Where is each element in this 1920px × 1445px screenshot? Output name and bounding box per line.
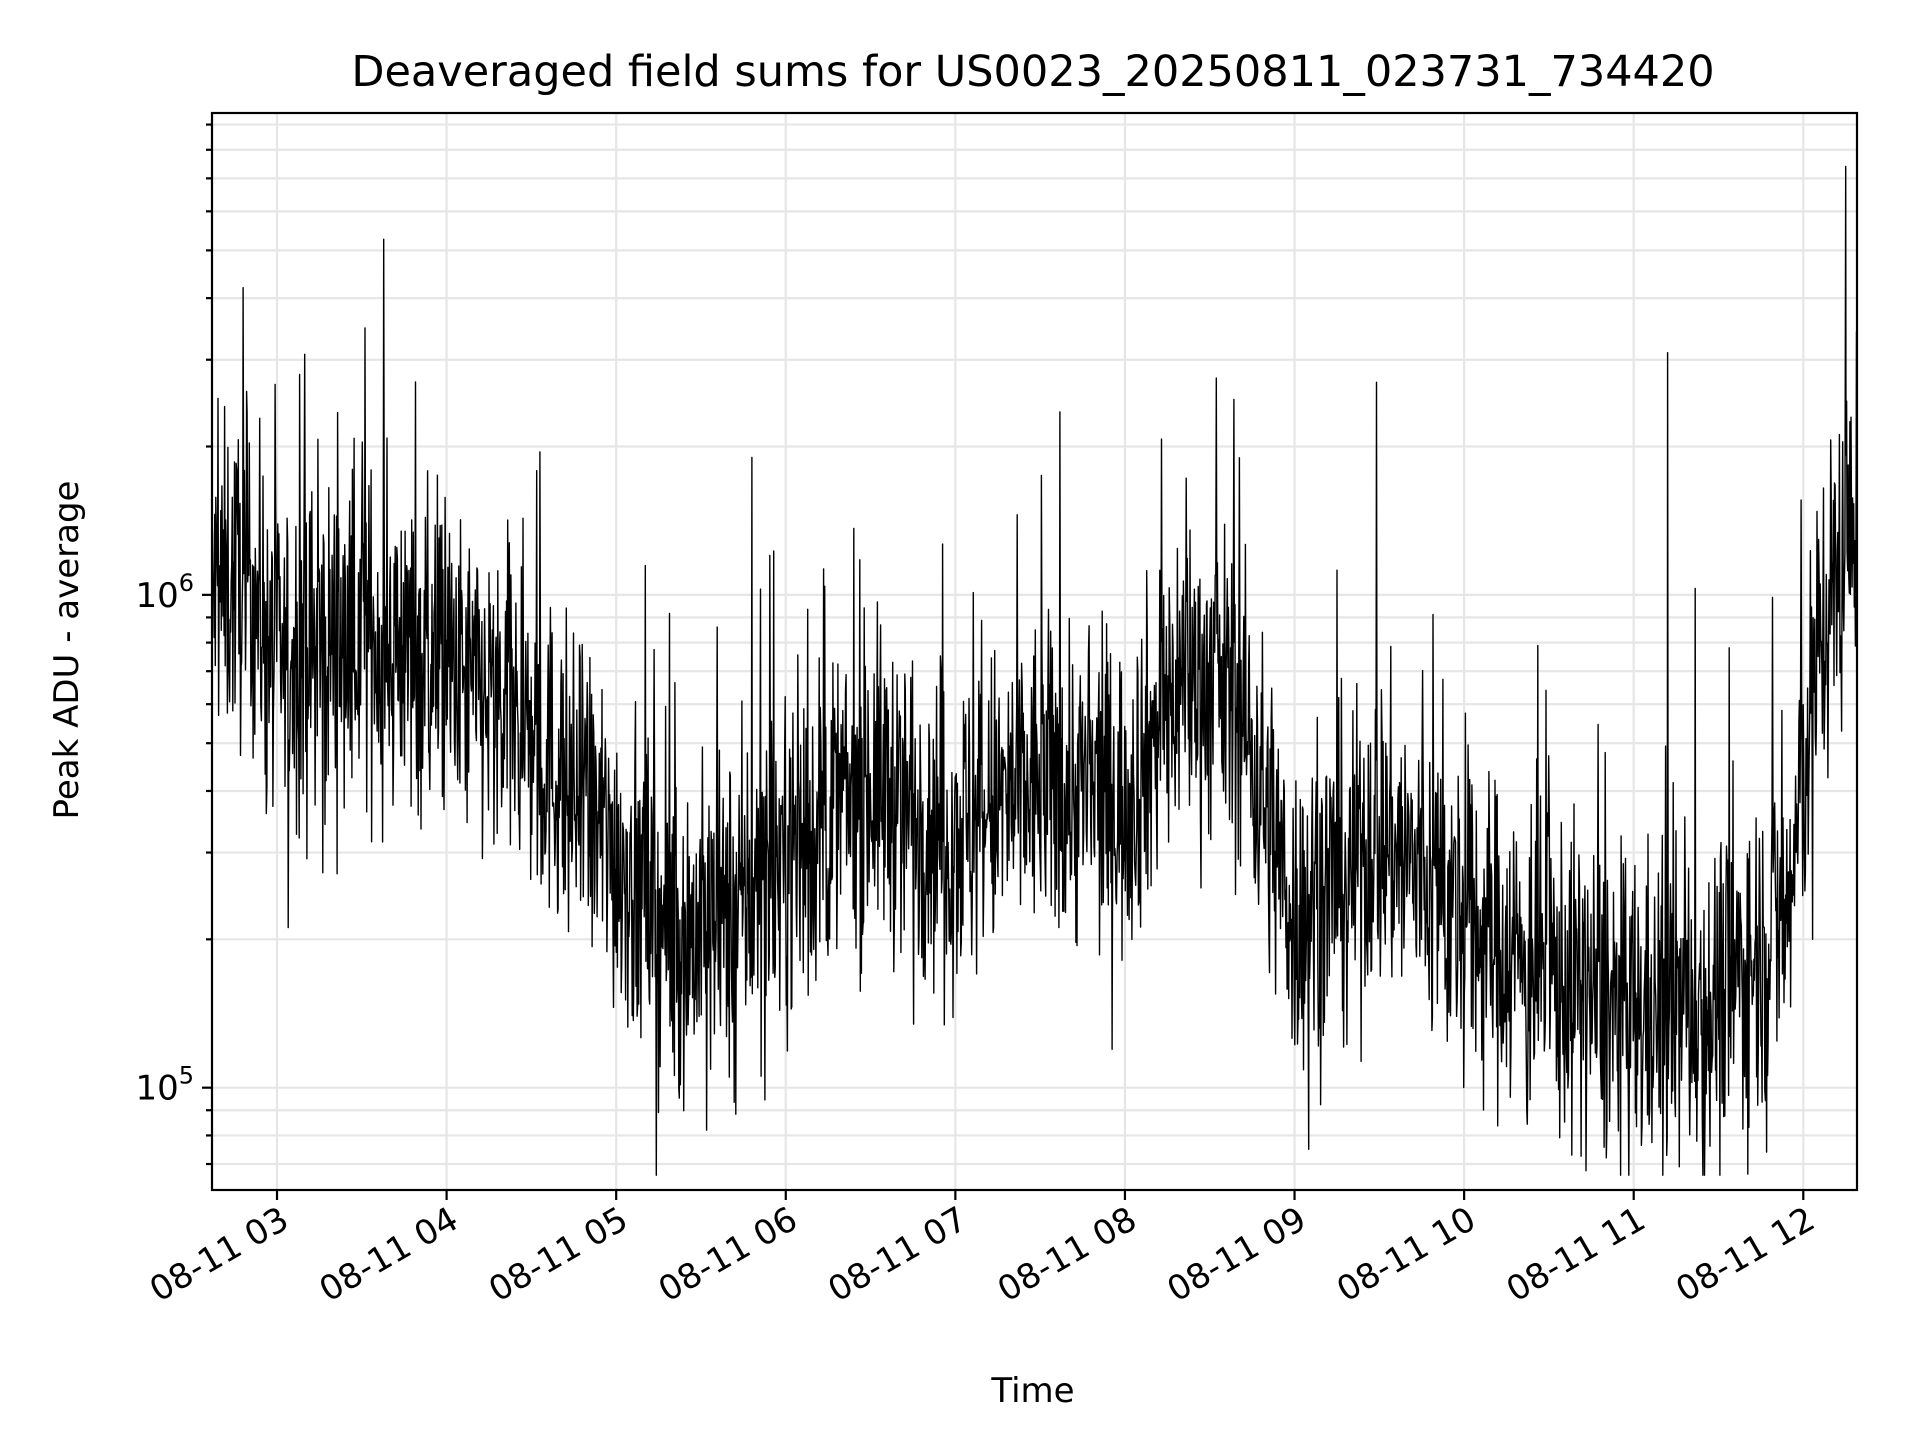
grid-layer <box>212 113 1857 1190</box>
x-tick-label: 08-11 09 <box>1161 1199 1313 1310</box>
y-tick-exponent: 6 <box>179 569 194 597</box>
series-layer <box>212 165 1857 1176</box>
y-tick-label: 106 <box>135 569 194 616</box>
x-tick-label: 08-11 11 <box>1500 1199 1652 1310</box>
x-tick-label: 08-11 10 <box>1330 1199 1482 1310</box>
chart-title: Deaveraged field sums for US0023_2025081… <box>351 47 1714 97</box>
x-axis-label: Time <box>990 1371 1074 1411</box>
x-tick-label: 08-11 07 <box>821 1199 973 1310</box>
y-tick-label: 105 <box>135 1062 194 1109</box>
series-line <box>212 165 1857 1176</box>
y-tick-base: 10 <box>135 576 178 616</box>
y-tick-exponent: 5 <box>179 1062 194 1090</box>
x-tick-label: 08-11 05 <box>482 1199 634 1310</box>
x-tick-label: 08-11 12 <box>1669 1199 1821 1310</box>
x-tick-label: 08-11 06 <box>652 1199 804 1310</box>
x-tick-label: 08-11 04 <box>313 1199 465 1310</box>
plot-frame <box>210 111 1859 1192</box>
x-tick-label: 08-11 03 <box>143 1199 295 1310</box>
y-axis-label: Peak ADU - average <box>47 481 87 820</box>
y-tick-base: 10 <box>135 1069 178 1109</box>
x-tick-label: 08-11 08 <box>991 1199 1143 1310</box>
